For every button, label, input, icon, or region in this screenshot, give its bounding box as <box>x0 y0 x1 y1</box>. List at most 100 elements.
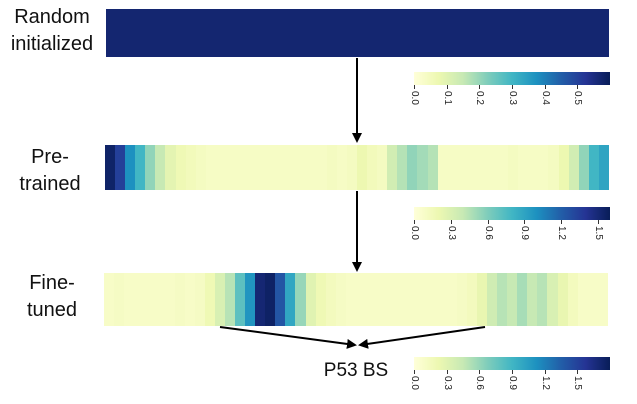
heatmap-cell <box>146 9 157 57</box>
heatmap-cell <box>456 273 467 326</box>
heatmap-cell <box>114 273 125 326</box>
heatmap-cell <box>335 273 346 326</box>
colorbar-tick <box>487 220 489 224</box>
heatmap-cell <box>156 9 167 57</box>
heatmap-cell <box>104 273 115 326</box>
heatmap-cell <box>407 145 418 190</box>
heatmap-cell <box>246 145 257 190</box>
heatmap-cell <box>306 145 317 190</box>
heatmap-cell <box>347 9 358 57</box>
heatmap-cell <box>538 145 549 190</box>
heatmap-cell <box>377 145 388 190</box>
heatmap-cell <box>154 273 165 326</box>
heatmap-cell <box>205 145 216 190</box>
colorbar-tick-label: 0.9 <box>507 376 518 390</box>
heatmap-cell <box>256 145 267 190</box>
colorbar-tick <box>512 85 513 89</box>
heatmap-cell <box>447 145 458 190</box>
heatmap-cell <box>558 145 569 190</box>
heatmap-cell <box>226 9 237 57</box>
heatmap-cell <box>548 145 559 190</box>
heatmap-cell <box>216 9 227 57</box>
heatmap-cell <box>224 273 236 326</box>
heatmap-cell <box>204 273 215 326</box>
heatmap-cell <box>135 145 146 190</box>
heatmap-cell <box>407 9 418 57</box>
heatmap-cell <box>196 9 207 57</box>
heatmap-cell <box>426 273 437 326</box>
heatmap-cell <box>437 145 448 190</box>
heatmap-cell <box>406 273 417 326</box>
heatmap-cell <box>287 9 298 57</box>
heatmap-cell <box>105 145 116 190</box>
colorbar-tick-label: 1.2 <box>539 376 551 390</box>
label-p53-bs: P53 BS <box>323 360 389 381</box>
colorbar-fine-tuned <box>414 357 610 370</box>
heatmap-random-initialized <box>106 9 610 57</box>
heatmap-cell <box>267 9 278 57</box>
heatmap-cell <box>528 9 539 57</box>
heatmap-cell <box>477 145 488 190</box>
heatmap-cell <box>175 145 186 190</box>
heatmap-cell <box>517 273 528 326</box>
heatmap-cell <box>458 9 469 57</box>
heatmap-cell <box>438 9 449 57</box>
heatmap-cell <box>376 273 387 326</box>
heatmap-cell <box>527 273 538 326</box>
heatmap-cell <box>115 145 126 190</box>
heatmap-cell <box>518 145 529 190</box>
heatmap-cell <box>416 273 427 326</box>
heatmap-cell <box>417 9 428 57</box>
label-pretrained-line1: Pre- <box>31 146 69 168</box>
heatmap-cell <box>286 145 297 190</box>
heatmap-cell <box>588 145 599 190</box>
heatmap-cell <box>468 9 479 57</box>
colorbar-tick-label: 0.0 <box>409 226 420 240</box>
heatmap-cell <box>538 9 549 57</box>
heatmap-cell <box>366 273 377 326</box>
heatmap-cell <box>466 273 477 326</box>
heatmap-cell <box>235 273 246 326</box>
heatmap-cell <box>136 9 147 57</box>
heatmap-cell <box>215 145 226 190</box>
colorbar-tick <box>446 370 448 374</box>
colorbar-tick-label: 0.0 <box>409 91 420 105</box>
colorbar-tick <box>446 85 448 89</box>
heatmap-cell <box>367 145 378 190</box>
heatmap-cell <box>355 273 367 326</box>
colorbar-tick-label: 0.6 <box>482 226 494 240</box>
heatmap-cell <box>377 9 388 57</box>
heatmap-cell <box>537 273 548 326</box>
heatmap-cell <box>296 145 307 190</box>
heatmap-pre-trained <box>105 145 609 190</box>
heatmap-cell <box>467 145 478 190</box>
heatmap-cell <box>317 9 328 57</box>
colorbar-tick-label: 0.0 <box>409 376 420 390</box>
heatmap-cell <box>125 145 136 190</box>
label-fine-tuned: Fine- tuned <box>10 270 94 324</box>
heatmap-cell <box>367 9 378 57</box>
colorbar-tick <box>414 370 415 374</box>
heatmap-cell <box>476 273 487 326</box>
colorbar-tick <box>479 85 481 89</box>
heatmap-cell <box>508 145 519 190</box>
heatmap-cell <box>386 273 397 326</box>
colorbar-tick <box>450 220 452 224</box>
heatmap-cell <box>589 9 600 57</box>
colorbar-tick <box>544 85 546 89</box>
heatmap-cell <box>325 273 336 326</box>
heatmap-cell <box>225 145 237 190</box>
heatmap-cell <box>578 145 589 190</box>
colorbar-tick <box>414 220 415 224</box>
heatmap-cell <box>478 9 489 57</box>
heatmap-cell <box>194 273 205 326</box>
heatmap-cell <box>186 9 197 57</box>
heatmap-cell <box>508 9 519 57</box>
colorbar-tick-label: 1.5 <box>592 226 604 240</box>
colorbar-tick <box>544 370 546 374</box>
heatmap-cell <box>497 273 508 326</box>
colorbar-tick <box>561 220 562 224</box>
arrow-left-to-bs <box>219 326 357 349</box>
label-pre-trained: Pre- trained <box>8 144 92 198</box>
